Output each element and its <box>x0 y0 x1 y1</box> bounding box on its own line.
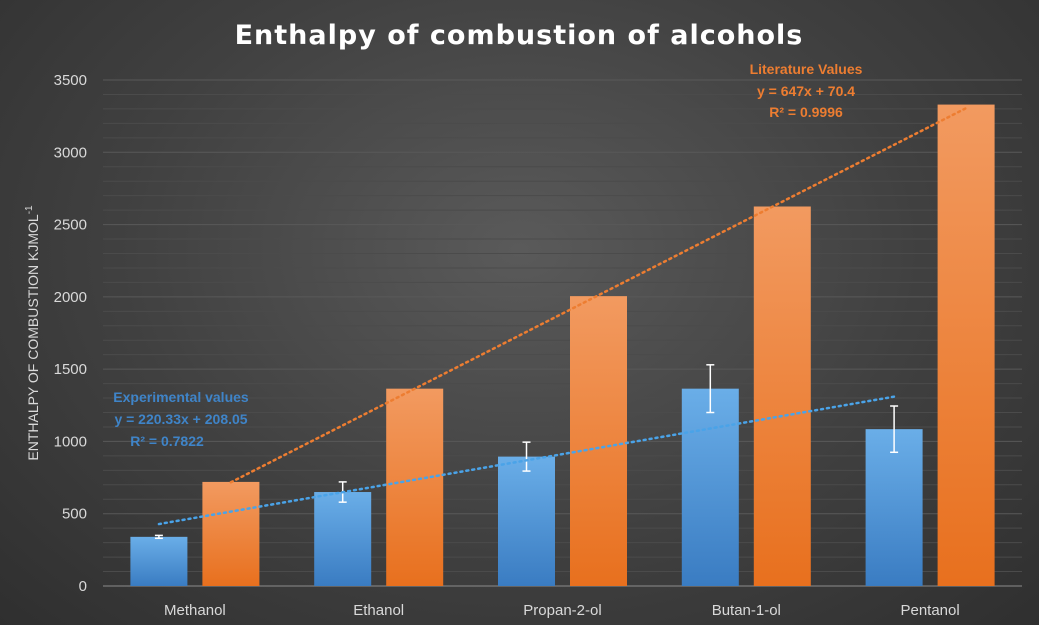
y-tick-labels: 0 500 1000 1500 2000 2500 3000 3500 <box>54 72 87 595</box>
experimental-trend-r2: R² = 0.7822 <box>130 433 204 449</box>
experimental-bar <box>498 456 555 586</box>
experimental-bar <box>314 492 372 586</box>
y-tick-label: 1500 <box>54 361 87 378</box>
literature-bar <box>937 104 995 586</box>
y-tick-label: 1000 <box>54 433 87 450</box>
literature-trendline <box>229 106 968 484</box>
x-category-label: Methanol <box>164 602 226 619</box>
experimental-bar <box>865 429 923 586</box>
literature-trend-r2: R² = 0.9996 <box>769 104 843 120</box>
chart-title: Enthalpy of combustion of alcohols <box>235 20 804 51</box>
error-bars <box>154 364 899 540</box>
x-category-label: Butan-1-ol <box>712 602 781 619</box>
literature-bar <box>753 206 811 586</box>
y-tick-label: 3500 <box>54 72 87 89</box>
bars <box>130 104 995 586</box>
y-tick-label: 500 <box>62 506 87 523</box>
y-tick-label: 2500 <box>54 217 87 234</box>
x-category-label: Propan-2-ol <box>523 602 601 619</box>
literature-trend-label: Literature Values y = 647x + 70.4 R² = 0… <box>750 61 863 120</box>
experimental-trend-title: Experimental values <box>113 389 249 405</box>
y-tick-label: 2000 <box>54 289 87 306</box>
literature-trend-equation: y = 647x + 70.4 <box>757 83 855 99</box>
y-tick-label: 0 <box>79 578 87 595</box>
y-axis-label: ENTHALPY OF COMBUSTION KJMOL-1 <box>24 205 41 461</box>
trendlines <box>157 106 968 526</box>
experimental-trend-label: Experimental values y = 220.33x + 208.05… <box>113 389 249 449</box>
literature-bar <box>386 388 444 586</box>
experimental-bar <box>130 536 188 586</box>
literature-bar <box>570 296 627 586</box>
x-category-label: Pentanol <box>900 602 959 619</box>
literature-bar <box>202 481 260 586</box>
x-category-label: Ethanol <box>353 602 404 619</box>
literature-trend-title: Literature Values <box>750 61 863 77</box>
y-axis-label-text: ENTHALPY OF COMBUSTION KJMOL <box>25 214 41 461</box>
y-axis-label-sup: -1 <box>24 205 35 214</box>
experimental-trendline <box>157 395 896 526</box>
experimental-bar <box>681 388 739 586</box>
x-category-labels: Methanol Ethanol Propan-2-ol Butan-1-ol Pent… <box>164 602 960 619</box>
experimental-trend-equation: y = 220.33x + 208.05 <box>114 411 247 427</box>
y-tick-label: 3000 <box>54 144 87 161</box>
